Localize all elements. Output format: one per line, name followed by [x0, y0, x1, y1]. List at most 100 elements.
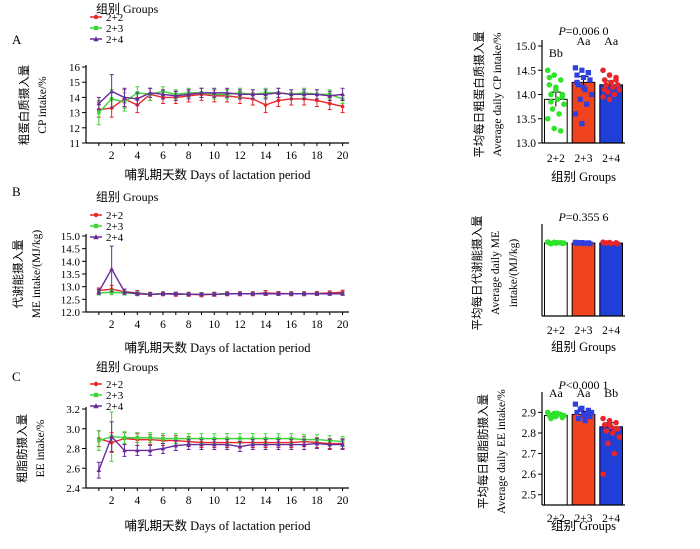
bar-point-b-2+2 [561, 240, 567, 246]
y-tick-label-b: 13.0 [61, 282, 81, 294]
category-label-b-2+2: 2+2 [547, 325, 565, 337]
bar-point-a-2+4 [606, 72, 613, 78]
bar-point-a-2+4 [611, 91, 618, 98]
data-point-b-2+4 [186, 291, 191, 297]
bar-point-c-2+3 [587, 413, 593, 420]
y-axis-title-a: CP intake/% [37, 76, 49, 134]
category-label-c-2+2: 2+2 [547, 513, 565, 525]
y-tick-label-a: 16 [69, 62, 81, 74]
x-tick-label-c: 18 [311, 495, 323, 507]
y-tick-label-a: 13 [69, 108, 81, 120]
x-tick-label-a: 2 [109, 150, 115, 162]
data-point-b-2+4 [288, 291, 294, 296]
bar-point-a-2+4 [601, 86, 608, 93]
bar-y-tick-label-c: 2.6 [522, 469, 537, 481]
bar-point-a-2+3 [587, 77, 593, 83]
p-value-text-b: =0.355 6 [566, 210, 609, 224]
y-tick-label-a: 15 [69, 77, 81, 89]
data-point-c-2+4 [327, 442, 333, 447]
data-point-b-2+4 [250, 291, 256, 296]
data-point-a-2+3 [97, 110, 101, 115]
bar-point-b-2+3 [576, 240, 582, 246]
bar-point-a-2+2 [546, 74, 553, 81]
y-tick-label-c: 2.4 [66, 483, 80, 495]
bar-y-tick-label-c: 2.8 [522, 428, 537, 440]
series-line-a-2+4 [98, 90, 343, 104]
x-tick-label-c: 4 [134, 495, 140, 507]
data-point-a-2+4 [173, 93, 179, 98]
bar-y-axis-title-b: 平均每日代谢能摄入量 [470, 216, 484, 331]
legend-marker-c-2+2 [93, 381, 99, 387]
data-point-c-2+4 [186, 442, 191, 447]
p-value-text-a: =0.006 0 [566, 24, 609, 38]
bar-point-c-2+3 [572, 401, 578, 407]
bar-point-a-2+2 [557, 77, 564, 83]
bar-point-c-2+4 [605, 440, 611, 447]
data-point-a-2+2 [276, 98, 281, 103]
data-point-a-2+2 [340, 104, 345, 109]
bar-point-c-2+4 [613, 426, 619, 432]
bar-point-a-2+2 [544, 67, 551, 74]
bar-x-axis-title-b: 组别 Groups [551, 340, 616, 354]
y-tick-label-b: 12.0 [61, 307, 81, 319]
data-point-c-2+3 [238, 436, 242, 441]
data-point-b-2+4 [340, 291, 345, 296]
data-point-c-2+3 [122, 435, 127, 440]
x-tick-label-b: 2 [109, 319, 115, 331]
bar-point-a-2+2 [544, 115, 551, 122]
legend-label-c-2+3: 2+3 [106, 390, 124, 402]
bar-point-b-2+4 [603, 240, 610, 246]
bar-x-axis-title-c: 组别 Groups [551, 519, 616, 533]
bar-point-a-2+3 [580, 74, 587, 81]
bar-x-axis-title-a: 组别 Groups [551, 170, 616, 184]
legend-title-a: 组别 Groups [96, 2, 159, 16]
y-tick-label-c: 2.6 [66, 463, 80, 475]
x-tick-label-a: 6 [160, 150, 166, 162]
data-point-b-2+4 [263, 291, 268, 296]
bar-point-c-2+4 [601, 421, 608, 428]
data-point-c-2+3 [212, 436, 217, 441]
legend-label-b-2+3: 2+3 [106, 221, 124, 233]
x-tick-label-a: 8 [186, 150, 192, 162]
legend-marker-b-2+4 [93, 234, 99, 240]
y-axis-title-c: EE intake/% [35, 419, 47, 477]
legend-marker-a-2+2 [93, 14, 99, 20]
bar-point-a-2+2 [549, 106, 556, 112]
bar-point-a-2+2 [559, 94, 566, 100]
legend-title-b: 组别 Groups [96, 190, 159, 204]
bar-point-b-2+3 [587, 241, 593, 247]
y-tick-label-b: 12.5 [61, 294, 81, 306]
legend-marker-c-2+3 [93, 392, 99, 398]
bar-point-a-2+4 [606, 96, 613, 103]
panel-label-c: C [12, 369, 21, 384]
x-tick-label-c: 12 [234, 495, 246, 507]
bar-point-a-2+3 [579, 121, 585, 127]
bar-y-tick-label-c: 2.7 [522, 449, 537, 461]
y-axis-title-c: 粗脂肪摄入量 [15, 414, 29, 483]
data-point-c-2+4 [237, 444, 243, 449]
bar-y-tick-label-a: 13.0 [516, 138, 536, 150]
p-value-symbol-c: P [557, 378, 566, 392]
data-point-c-2+4 [250, 442, 256, 447]
series-line-a-2+2 [98, 93, 343, 111]
data-point-a-2+4 [250, 92, 256, 97]
data-point-b-2+4 [224, 291, 230, 296]
data-point-b-2+4 [199, 291, 204, 297]
bar-point-c-2+4 [616, 434, 623, 440]
data-point-a-2+4 [288, 92, 294, 97]
bar-point-a-2+3 [579, 67, 585, 73]
bar-y-axis-title-b: Average daily ME [490, 231, 502, 315]
data-point-a-2+4 [276, 90, 281, 95]
data-point-b-2+4 [96, 289, 102, 294]
x-axis-title-a: 哺乳期天数 Days of lactation period [124, 167, 311, 182]
data-point-b-2+4 [160, 291, 166, 296]
data-point-a-2+4 [147, 90, 153, 95]
series-line-c-2+2 [98, 437, 343, 445]
significance-letter-a-2+4: Aa [604, 34, 619, 48]
bar-point-a-2+4 [613, 77, 619, 83]
data-point-c-2+4 [199, 442, 204, 447]
bar-point-a-2+4 [614, 82, 621, 88]
x-tick-label-c: 2 [109, 495, 115, 507]
data-point-b-2+4 [109, 266, 114, 271]
data-point-a-2+4 [301, 92, 307, 97]
